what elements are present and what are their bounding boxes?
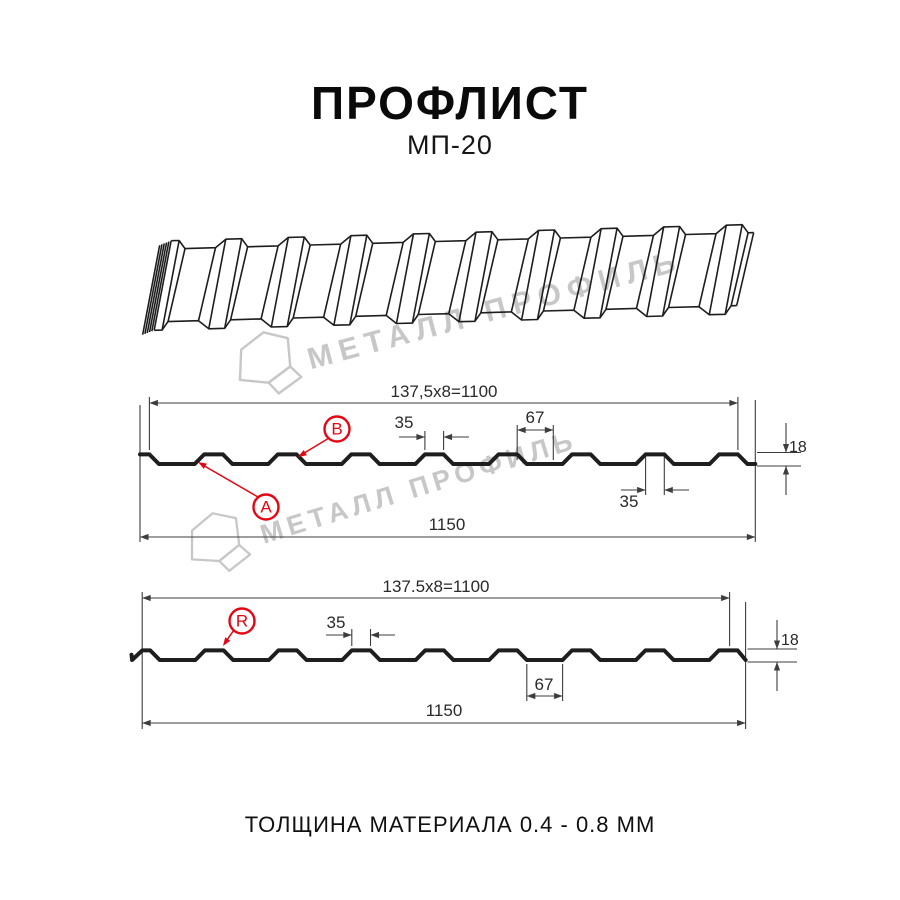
metall-profil-logo-icon — [190, 512, 252, 572]
dim-overall-width: 1150 — [429, 515, 466, 534]
section-a-callout-arrows — [198, 437, 330, 498]
section-r-callout-arrows — [223, 629, 235, 646]
watermark-text: МЕТАЛЛ ПРОФИЛЬ — [257, 425, 581, 550]
dim-profile-height: 18 — [789, 439, 807, 456]
dim-valley-width: 67 — [526, 408, 545, 427]
dim-valley-width: 67 — [535, 675, 554, 694]
product-code: МП-20 — [407, 130, 493, 160]
page-title: ПРОФЛИСТ — [311, 77, 589, 129]
section-a-profile — [138, 452, 758, 466]
section-a-dimension-lines — [139, 397, 801, 542]
metall-profil-logo-icon — [238, 331, 303, 395]
dim-rib-width: 35 — [395, 413, 414, 432]
dim-profile-height: 18 — [781, 632, 799, 649]
label-b: B — [331, 420, 342, 439]
label-r-circle — [228, 607, 256, 635]
thickness-note: ТОЛЩИНА МАТЕРИАЛА 0.4 - 0.8 ММ — [244, 812, 656, 837]
label-b-circle — [323, 415, 351, 443]
dim-rib-width: 35 — [327, 613, 346, 632]
dim-coverage-top: 137,5x8=1100 — [391, 382, 498, 401]
section-r-profile — [129, 648, 748, 662]
dim-coverage-top: 137.5x8=1100 — [383, 577, 490, 596]
sheet-3d-view — [141, 223, 755, 335]
dim-rib-width-lower: 35 — [620, 492, 639, 511]
section-r-dimension-lines — [141, 592, 797, 729]
label-a: A — [260, 498, 272, 517]
label-a-circle — [252, 493, 280, 521]
dim-overall-width: 1150 — [426, 701, 463, 720]
label-r: R — [236, 612, 248, 631]
watermark-stamp: МЕТАЛЛ ПРОФИЛЬ — [238, 244, 686, 395]
